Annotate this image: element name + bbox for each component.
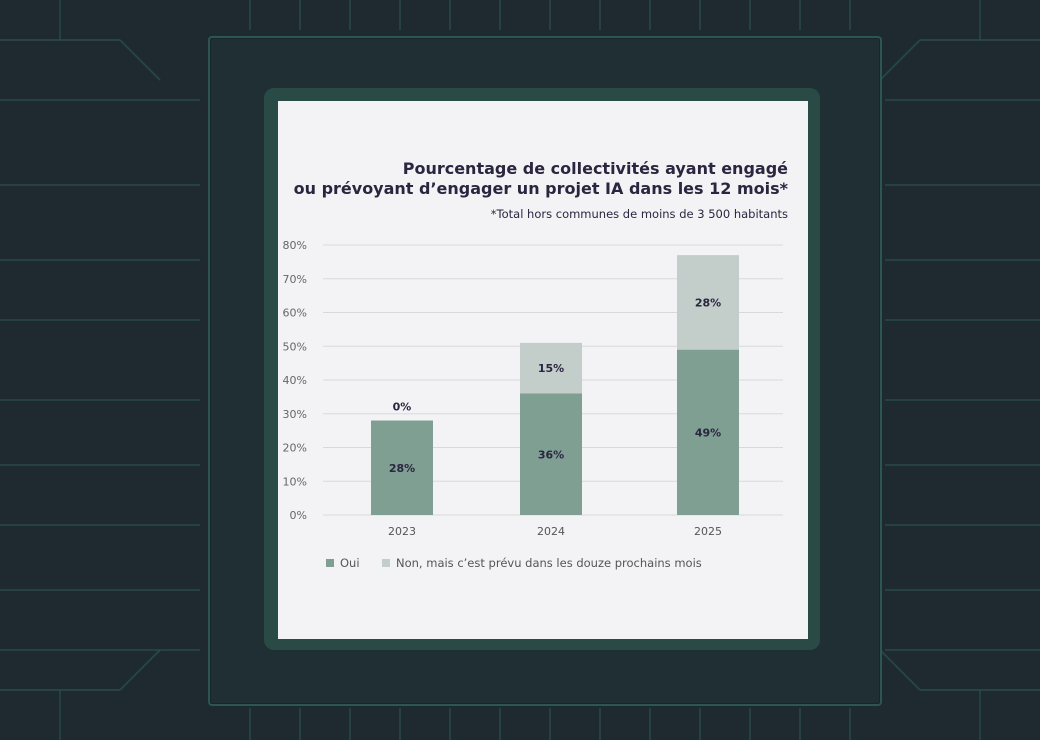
circuit-trace [119,39,161,81]
y-tick-label: 70% [283,273,307,286]
data-label: 15% [538,362,564,375]
y-tick-label: 40% [283,374,307,387]
bar-segment [520,393,582,515]
legend-swatch-oui [326,558,334,567]
data-label: 28% [389,462,415,475]
circuit-trace [879,649,921,691]
bar-segment [371,420,433,515]
chart-card: Pourcentage de collectivités ayant engag… [278,101,808,639]
x-tick-label: 2023 [388,525,416,538]
chart-title-line1: Pourcentage de collectivités ayant engag… [402,159,788,178]
bar-segment [677,255,739,350]
data-label: 0% [393,401,412,414]
legend-item-oui: Oui [326,556,360,570]
legend-swatch-non [382,558,390,567]
bar-segment [677,349,739,515]
y-tick-label: 60% [283,307,307,320]
circuit-trace [119,649,161,691]
y-tick-label: 10% [283,475,307,488]
y-tick-label: 20% [283,442,307,455]
x-tick-label: 2025 [694,525,722,538]
legend-item-non: Non, mais c’est prévu dans les douze pro… [382,556,702,570]
x-tick-label: 2024 [537,525,565,538]
chart-subtitle: *Total hors communes de moins de 3 500 h… [490,207,788,221]
bar-chart: 0% 10% 20% 30% 40% 50% 60% 70% 80% 28% 0% 2023 36% 15… [283,239,783,538]
chart-title-line2: ou prévoyant d’engager un projet IA dans… [293,179,788,198]
y-tick-label: 30% [283,408,307,421]
legend-label-non: Non, mais c’est prévu dans les douze pro… [396,556,702,570]
circuit-trace [879,39,921,81]
data-label: 49% [695,426,721,439]
y-tick-label: 80% [283,239,307,252]
data-label: 28% [695,296,721,309]
legend-label-oui: Oui [340,556,360,570]
data-label: 36% [538,448,564,461]
bar-segment [520,342,582,394]
y-tick-label: 0% [290,509,307,522]
y-tick-label: 50% [283,340,307,353]
